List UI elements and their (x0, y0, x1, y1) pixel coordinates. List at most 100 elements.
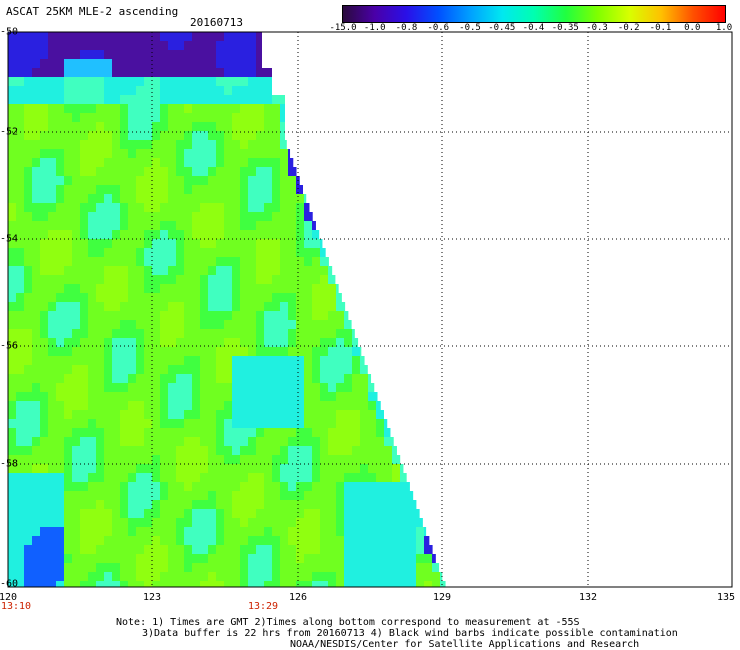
swath-cell (80, 140, 88, 149)
swath-cell (240, 437, 248, 446)
swath-cell (48, 572, 56, 581)
swath-cell (224, 347, 232, 356)
swath-cell (392, 527, 400, 536)
swath-cell (176, 527, 184, 536)
swath-cell (88, 446, 96, 455)
swath-cell (48, 59, 56, 68)
swath-cell (192, 446, 200, 455)
swath-cell (160, 41, 168, 50)
swath-cell (256, 149, 264, 158)
swath-cell (160, 131, 168, 140)
swath-cell (240, 545, 248, 554)
swath-cell (40, 95, 48, 104)
swath-cell (352, 518, 360, 527)
swath-cell (56, 68, 64, 77)
swath-cell (304, 473, 312, 482)
swath-cell (256, 320, 264, 329)
swath-cell (128, 302, 136, 311)
swath-cell (184, 257, 192, 266)
swath-cell (232, 491, 240, 500)
swath-cell (224, 68, 232, 77)
swath-cell (16, 563, 24, 572)
swath-cell (304, 302, 312, 311)
swath-cell (296, 554, 304, 563)
swath-cell (352, 527, 360, 536)
swath-cell (176, 284, 184, 293)
swath-cell (264, 536, 272, 545)
swath-cell (304, 248, 312, 257)
swath-cell (120, 401, 128, 410)
swath-cell (176, 32, 184, 41)
swath-cell (88, 428, 96, 437)
swath-cell (176, 68, 184, 77)
swath-cell (112, 158, 120, 167)
swath-cell (120, 338, 128, 347)
swath-cell (296, 572, 304, 581)
swath-cell (216, 239, 224, 248)
colorbar-label: -0.1 (649, 23, 672, 33)
swath-cell (280, 149, 288, 158)
swath-cell (72, 275, 80, 284)
swath-cell (360, 464, 368, 473)
swath-cell (24, 104, 32, 113)
swath-cell (48, 527, 56, 536)
swath-cell (320, 536, 328, 545)
swath-cell (184, 464, 192, 473)
swath-cell (32, 428, 40, 437)
swath-cell (152, 95, 160, 104)
swath-cell (152, 230, 160, 239)
swath-cell (56, 554, 64, 563)
swath-cell (224, 554, 232, 563)
swath-cell (16, 374, 24, 383)
swath-cell (136, 194, 144, 203)
swath-cell (88, 509, 96, 518)
swath-cell (232, 284, 240, 293)
swath-cell (88, 113, 96, 122)
swath-cell (264, 383, 272, 392)
swath-cell (104, 194, 112, 203)
swath-cell (56, 419, 64, 428)
swath-cell (256, 356, 264, 365)
swath-cell (120, 518, 128, 527)
swath-cell (8, 50, 16, 59)
swath-cell (144, 131, 152, 140)
swath-cell (72, 410, 80, 419)
swath-cell (208, 77, 216, 86)
swath-cell (328, 266, 333, 275)
swath-cell (136, 203, 144, 212)
swath-cell (192, 572, 200, 581)
swath-cell (72, 230, 80, 239)
swath-cell (176, 239, 184, 248)
swath-cell (136, 545, 144, 554)
swath-cell (208, 437, 216, 446)
swath-cell (48, 554, 56, 563)
swath-cell (408, 491, 414, 500)
swath-cell (168, 50, 176, 59)
swath-cell (232, 230, 240, 239)
swath-cell (232, 158, 240, 167)
swath-cell (240, 113, 248, 122)
swath-cell (184, 176, 192, 185)
swath-cell (40, 293, 48, 302)
swath-cell (176, 95, 184, 104)
swath-cell (224, 95, 232, 104)
swath-cell (48, 68, 56, 77)
swath-cell (296, 275, 304, 284)
swath-cell (384, 536, 392, 545)
swath-cell (128, 257, 136, 266)
swath-cell (336, 491, 344, 500)
swath-cell (328, 464, 336, 473)
swath-cell (320, 266, 328, 275)
swath-cell (56, 428, 64, 437)
swath-cell (336, 302, 344, 311)
swath-cell (64, 338, 72, 347)
swath-cell (256, 239, 264, 248)
swath-cell (32, 77, 40, 86)
swath-cell (264, 563, 272, 572)
swath-cell (128, 68, 136, 77)
swath-cell (208, 239, 216, 248)
swath-cell (64, 572, 72, 581)
swath-cell (112, 311, 120, 320)
swath-cell (128, 356, 136, 365)
swath-cell (256, 311, 264, 320)
